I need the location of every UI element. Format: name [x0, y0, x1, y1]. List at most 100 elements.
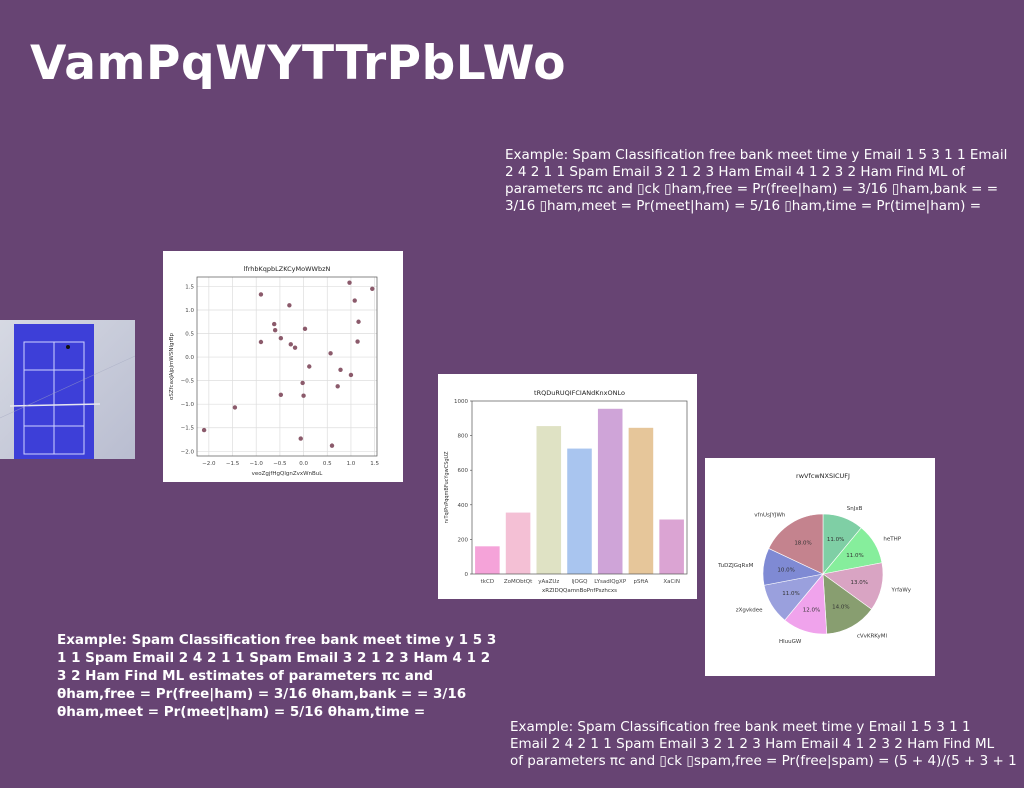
x-tick-label: XaCiN	[663, 579, 680, 585]
slice-label: SnJxB	[847, 506, 863, 512]
text-block-bold: Example: Spam Classification free bank m…	[57, 632, 497, 720]
pie-slice	[768, 513, 824, 575]
y-tick-label: −2.0	[181, 449, 195, 455]
slide-title: VamPqWYTTrPbLWo	[30, 36, 567, 91]
y-tick-label: 600	[458, 468, 469, 474]
slice-value-label: 11.0%	[782, 591, 799, 597]
scatter-point	[347, 280, 352, 285]
scatter-point	[278, 336, 284, 341]
slice-value-label: 11.0%	[827, 537, 844, 543]
scatter-point	[370, 286, 375, 291]
scatter-chart: −2.0 −1.5 −1.0 −0.5 0.0 0.5 1.0 1.5 −2.0 −1.5 −1.0…	[169, 265, 380, 477]
scatter-point	[302, 326, 308, 332]
x-tick-label: ZoMObtQt	[504, 579, 533, 585]
text-block-bottom: Example: Spam Classification free bank m…	[510, 719, 1024, 788]
slice-label: zXgvkdee	[736, 608, 763, 614]
scatter-point	[355, 339, 360, 344]
y-tick-label: −1.5	[181, 426, 195, 432]
slice-label: vfnUsJYJWh	[754, 513, 786, 519]
scatter-point	[356, 319, 361, 324]
slice-value-label: 11.0%	[846, 553, 863, 559]
slice-label: YrfaWy	[891, 587, 912, 593]
y-tick-label: 0.5	[185, 332, 194, 338]
slice-value-label: 10.0%	[777, 567, 794, 573]
slice-label: heTHP	[883, 536, 901, 542]
scatter-point	[298, 436, 303, 441]
y-tick-label: 1.0	[185, 308, 194, 314]
bar	[659, 519, 684, 574]
slice-value-label: 14.0%	[832, 605, 849, 611]
scatter-point	[258, 292, 264, 297]
x-axis-label: veoZgjfHgQlgnZvxWnBuL	[252, 471, 324, 477]
scatter-point	[335, 384, 340, 389]
slice-value-label: 18.0%	[794, 541, 811, 547]
y-tick-label: −0.5	[181, 379, 195, 385]
bar	[628, 427, 654, 574]
bar-figure: 0 200 400 600 800 1000 tkCD ZoMObtQt yAaZUz ljOGQ…	[438, 374, 697, 599]
bar	[597, 408, 623, 574]
x-tick-label: ljOGQ	[572, 579, 589, 585]
y-tick-label: 400	[458, 503, 469, 509]
text-bottom-line: Email 2 4 2 1 1 Spam Email 3 2 1 2 3 Ham…	[510, 736, 995, 752]
x-tick-label: 0.0	[299, 461, 308, 467]
chart-title: lfrhbKqpbLZKCyMoWWbzN	[244, 265, 331, 273]
slice-value-label: 12.0%	[803, 607, 820, 613]
scatter-point	[292, 345, 298, 350]
scatter-point	[258, 339, 264, 345]
x-tick-label: LYsadlQgXP	[594, 579, 627, 585]
scatter-point	[352, 298, 357, 303]
y-axis-label: rvTqlPnPqqmBFucYgwCSgUZ	[444, 451, 450, 524]
x-tick-label: pSftA	[634, 579, 649, 585]
slice-label: HluuGW	[779, 639, 802, 645]
bar-chart: 0 200 400 600 800 1000 tkCD ZoMObtQt yAaZUz ljOGQ…	[444, 389, 688, 594]
pie-figure: 11.0% SnJxB 11.0% heTHP 13.0% YrfaWy 14.0% cVvK…	[705, 458, 935, 676]
scatter-point	[338, 367, 343, 372]
scatter-point	[348, 372, 354, 378]
scatter-point	[288, 342, 293, 347]
plot-frame	[471, 400, 688, 575]
slice-value-label: 13.0%	[851, 580, 868, 586]
x-tick-label: −1.5	[226, 461, 240, 467]
x-tick-label: tkCD	[481, 579, 494, 585]
scatter-point	[329, 443, 335, 448]
slice-label: cVvKRKyMl	[857, 634, 888, 640]
y-tick-label: 800	[458, 434, 469, 440]
scatter-point	[300, 380, 305, 386]
x-tick-label: 1.0	[347, 461, 356, 467]
slice-label: TuDZJGqRxM	[717, 563, 753, 569]
bar	[505, 512, 531, 574]
tennis-court-photo	[0, 320, 135, 459]
pie-slice	[822, 573, 872, 635]
y-tick-label: 0	[465, 572, 469, 578]
y-tick-label: 1000	[454, 399, 468, 405]
pie-chart: 11.0% SnJxB 11.0% heTHP 13.0% YrfaWy 14.0% cVvK…	[717, 472, 912, 645]
text-bottom-line: of parameters πc and ▯ck ▯spam,free = Pr…	[510, 753, 1017, 769]
text-block-top: Example: Spam Classification free bank m…	[505, 147, 1008, 214]
x-tick-label: −2.0	[202, 461, 216, 467]
y-tick-label: 0.0	[185, 355, 194, 361]
bar	[475, 546, 500, 574]
x-tick-label: −1.0	[250, 461, 264, 467]
y-tick-label: 1.5	[185, 284, 194, 290]
x-tick-label: 1.5	[370, 461, 379, 467]
chart-title: rwVfcwNXSICUFJ	[796, 472, 850, 480]
bar	[536, 426, 562, 574]
x-tick-label: yAaZUz	[538, 579, 559, 585]
scatter-figure: −2.0 −1.5 −1.0 −0.5 0.0 0.5 1.0 1.5 −2.0 −1.5 −1.0…	[163, 251, 403, 482]
scatter-point	[328, 351, 333, 356]
scatter-point	[301, 393, 306, 398]
scatter-point	[278, 392, 284, 397]
scatter-point	[287, 303, 292, 308]
text-bottom-line: Example: Spam Classification free bank m…	[510, 719, 971, 735]
y-axis-label: oSZfcaxJAjpjmWSNlgrBp	[169, 333, 175, 400]
x-tick-label: 0.5	[323, 461, 332, 467]
plot-frame	[196, 276, 378, 457]
y-tick-label: 200	[458, 537, 469, 543]
y-tick-label: −1.0	[181, 402, 195, 408]
x-tick-label: −0.5	[273, 461, 287, 467]
chart-title: tRQDuRUQIFCIANdKnxONLo	[534, 389, 625, 397]
x-axis-label: xRZIDQQamnBoPnfPszhcxs	[542, 588, 617, 594]
scatter-point	[272, 321, 277, 327]
scatter-point	[307, 364, 312, 369]
scatter-point	[272, 328, 278, 333]
